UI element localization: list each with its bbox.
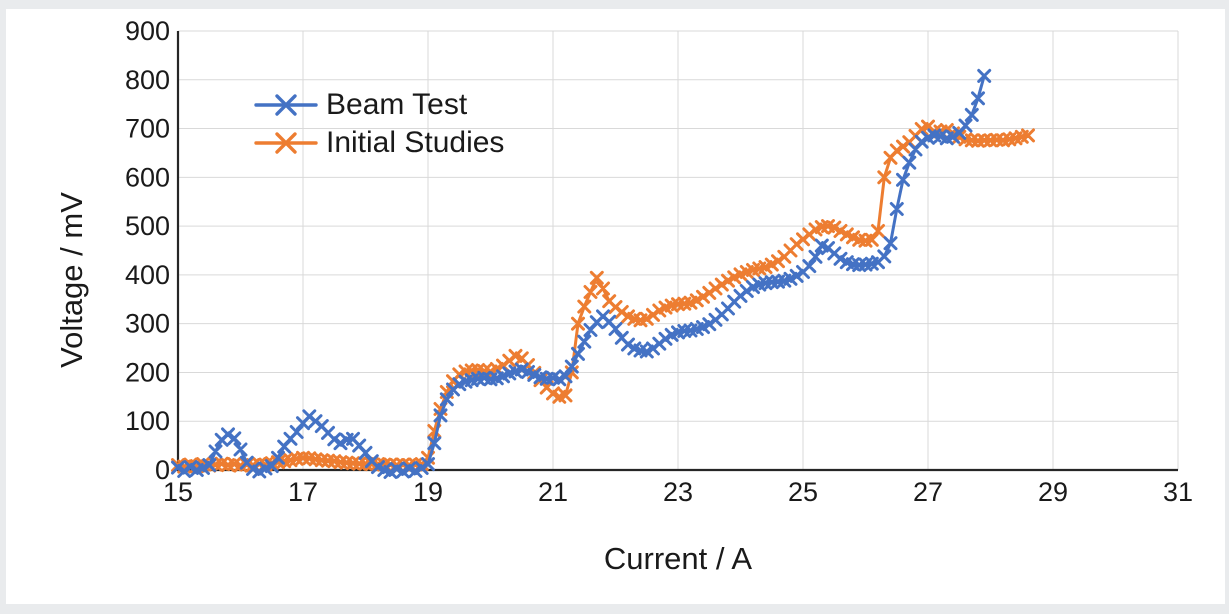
y-tick-label: 600 [125, 162, 170, 192]
tick-labels: 15 17 19 21 23 25 27 29 31 0 100 200 300 400 500 600 700… [125, 16, 1193, 507]
legend-item-beam-test: Beam Test [254, 86, 504, 124]
y-tick-label: 100 [125, 406, 170, 436]
y-tick-label: 200 [125, 357, 170, 387]
x-tick-label: 21 [538, 477, 568, 507]
x-tick-label: 15 [163, 477, 193, 507]
y-tick-label: 500 [125, 211, 170, 241]
y-tick-label: 300 [125, 309, 170, 339]
y-tick-label: 400 [125, 260, 170, 290]
legend-label-beam-test: Beam Test [326, 88, 468, 121]
legend-item-initial-studies: Initial Studies [254, 124, 504, 162]
x-axis-title: Current / A [603, 541, 753, 576]
x-tick-label: 17 [288, 477, 318, 507]
gridlines [178, 30, 1179, 470]
x-tick-label: 25 [788, 477, 818, 507]
y-tick-label: 800 [125, 65, 170, 95]
series-beam-test [171, 68, 992, 479]
x-tick-label: 31 [1163, 477, 1193, 507]
y-tick-label: 700 [125, 114, 170, 144]
initial-studies-marker-icon [254, 132, 318, 154]
x-tick-label: 19 [413, 477, 443, 507]
beam-test-marker-icon [254, 94, 318, 116]
legend: Beam Test Initial Studies [254, 86, 504, 162]
x-tick-label: 27 [913, 477, 943, 507]
y-axis-title: Voltage / mV [54, 192, 89, 368]
legend-label-initial-studies: Initial Studies [326, 126, 505, 159]
x-tick-label: 29 [1038, 477, 1068, 507]
y-tick-label: 900 [125, 16, 170, 46]
beam-test-markers [171, 68, 992, 479]
y-tick-label: 0 [155, 455, 170, 485]
x-tick-label: 23 [663, 477, 693, 507]
